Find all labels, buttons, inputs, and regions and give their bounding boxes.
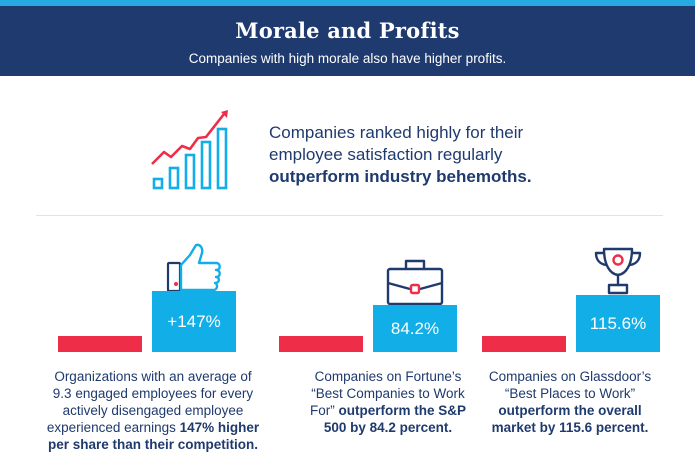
top-accent-stripe xyxy=(0,0,695,6)
stat-3-desc-line-2: “Best Places to Work” xyxy=(504,386,636,401)
stat-3-desc-line-4-bold: market by 115.6 percent. xyxy=(491,420,649,435)
stat-1-desc-line-4: experienced earnings xyxy=(46,420,180,435)
intro-statement: Companies ranked highly for their employ… xyxy=(269,122,599,188)
stat-2-desc-line-1: Companies on Fortune’s xyxy=(314,369,462,384)
stat-1-desc-line-3: actively disengaged employee xyxy=(62,403,244,418)
stat-2-desc-line-4-bold: 500 by 84.2 percent. xyxy=(323,420,453,435)
stat-3-value-bar: 115.6% xyxy=(576,295,660,352)
page-title: Morale and Profits xyxy=(235,18,460,43)
stat-3-value: 115.6% xyxy=(589,313,647,333)
stat-2-red-bar xyxy=(279,336,363,352)
stat-3-description: Companies on Glassdoor’s “Best Places to… xyxy=(475,368,665,436)
intro-line-3-bold: outperform industry behemoths. xyxy=(269,167,532,186)
header-banner: Morale and Profits Companies with high m… xyxy=(0,6,695,76)
stat-1-description: Organizations with an average of 9.3 eng… xyxy=(28,368,278,453)
stat-1-desc-line-1: Organizations with an average of xyxy=(54,369,252,384)
stat-1-desc-line-2: 9.3 engaged employees for every xyxy=(52,386,254,401)
stat-2-desc-line-3-bold: outperform the S&P xyxy=(338,403,466,418)
stat-1-value: +147% xyxy=(167,311,221,331)
stat-2-value-bar: 84.2% xyxy=(373,305,457,352)
thumbs-up-icon xyxy=(166,243,221,293)
stat-1-value-bar: +147% xyxy=(152,291,236,352)
stat-2-desc-line-2: “Best Companies to Work xyxy=(311,386,465,401)
intro-line-2: employee satisfaction regularly xyxy=(269,145,503,164)
growth-chart-icon xyxy=(151,110,228,190)
page-subtitle: Companies with high morale also have hig… xyxy=(188,51,507,66)
stat-1-desc-line-5-bold: per share than their competition. xyxy=(47,437,259,452)
briefcase-icon xyxy=(386,259,444,306)
intro-line-1: Companies ranked highly for their xyxy=(269,123,524,142)
stat-2-value: 84.2% xyxy=(390,318,440,338)
stat-1-red-bar xyxy=(58,336,142,352)
stat-2-description: Companies on Fortune’s “Best Companies t… xyxy=(288,368,488,436)
trophy-icon xyxy=(594,247,642,295)
stat-1-desc-line-4-bold: 147% higher xyxy=(179,420,260,435)
stat-3-desc-line-3-bold: outperform the overall xyxy=(498,403,642,418)
stat-3-red-bar xyxy=(482,336,566,352)
section-divider xyxy=(36,215,663,216)
stat-2-desc-line-3: For” xyxy=(309,403,339,418)
stat-3-desc-line-1: Companies on Glassdoor’s xyxy=(488,369,652,384)
